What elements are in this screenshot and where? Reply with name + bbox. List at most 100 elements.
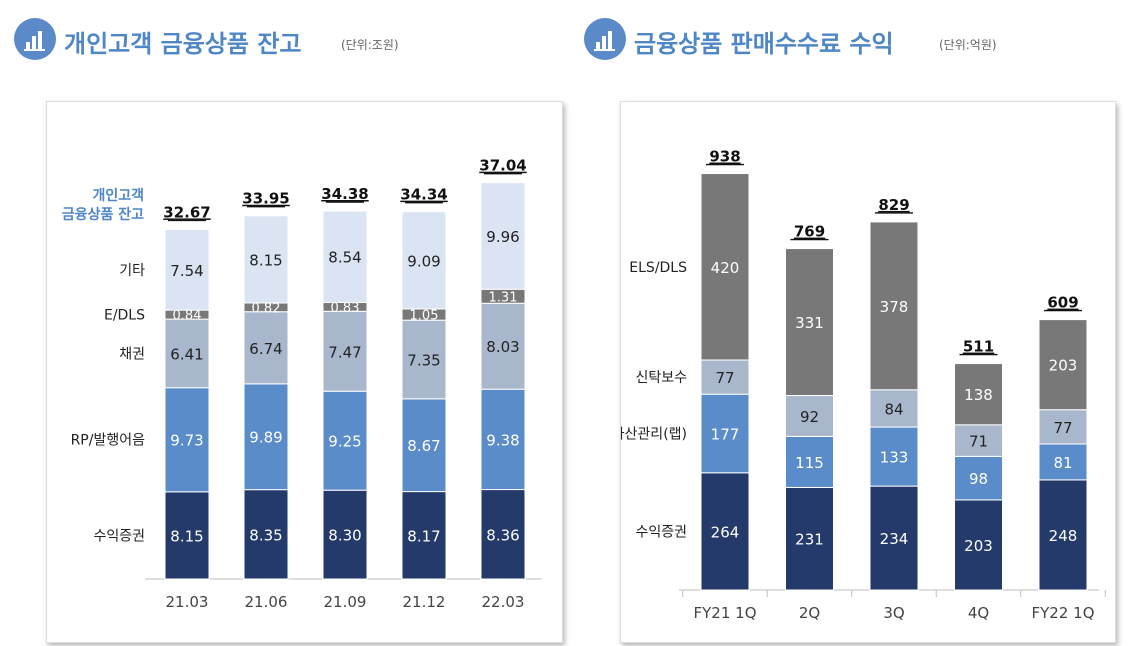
right-data-label: 231 (795, 531, 824, 549)
right-series-label: 수익증권 (635, 524, 687, 540)
left-series-label: 채권 (119, 346, 145, 362)
right-bar-segment (954, 363, 1003, 426)
right-data-label: 115 (795, 454, 824, 472)
left-data-label: 8.15 (249, 251, 282, 269)
right-bar-segment (869, 485, 919, 591)
right-data-label: 264 (711, 523, 740, 541)
right-data-label: 248 (1049, 527, 1078, 545)
right-bar-segment (954, 424, 1003, 457)
right-total-label: 829 (878, 196, 909, 214)
right-data-label: 77 (715, 369, 734, 387)
right-total-label: 511 (963, 338, 994, 356)
left-total-label: 37.04 (479, 157, 526, 175)
right-chart-panel: FY21 1Q 2Q 3Q 4Q FY22 1Q 264 231 234 203 248 수익증권 1… (612, 101, 1116, 643)
left-data-label: 8.03 (486, 338, 519, 356)
right-data-label: 203 (964, 537, 993, 555)
right-data-label: 420 (711, 259, 740, 277)
left-data-label: 0.83 (331, 301, 360, 316)
right-data-label: 331 (795, 314, 824, 332)
right-data-label: 81 (1053, 454, 1072, 472)
left-data-label: 9.73 (170, 432, 203, 450)
right-data-label: 234 (880, 530, 909, 548)
right-x-tick-label: 3Q (883, 604, 904, 622)
right-bar-segment (1038, 319, 1088, 411)
fee-revenue-stacked-bar-chart: FY21 1Q 2Q 3Q 4Q FY22 1Q 264 231 234 203 248 수익증권 1… (612, 148, 1106, 622)
left-data-label: 7.47 (328, 343, 361, 361)
right-data-label: 84 (884, 400, 903, 418)
left-x-tick-label: 22.03 (482, 593, 525, 611)
right-bar-segment (700, 393, 750, 474)
right-bar-segment (785, 486, 834, 591)
left-data-label: 6.74 (249, 340, 282, 358)
left-chart-unit: (단위:조원) (341, 38, 399, 52)
right-data-label: 98 (969, 470, 988, 488)
left-bar-segment (164, 491, 210, 580)
left-total-legend-label: 개인고객 (92, 187, 144, 204)
right-data-label: 92 (800, 408, 819, 426)
right-data-label: 77 (1053, 419, 1072, 437)
left-total-label: 33.95 (242, 190, 289, 208)
left-bar-segment (322, 210, 368, 303)
left-bar-segment (243, 383, 289, 491)
left-chart-title: 개인고객 금융상품 잔고 (64, 30, 302, 58)
left-bar-segment (480, 302, 526, 390)
left-bar-segment (401, 319, 447, 400)
left-bar-segment (164, 318, 210, 389)
bar-chart-icon (14, 18, 56, 60)
left-total-label: 32.67 (163, 203, 210, 221)
left-data-label: 1.05 (410, 309, 439, 324)
right-bar-segment (1038, 479, 1088, 591)
left-series-label: 기타 (119, 263, 145, 279)
left-total-legend-label: 금융상품 잔고 (62, 206, 144, 223)
left-bar-segment (164, 387, 210, 493)
right-x-tick-label: FY22 1Q (1032, 604, 1095, 622)
left-x-tick-label: 21.09 (324, 593, 367, 611)
right-data-label: 138 (964, 386, 993, 404)
left-series-label: E/DLS (104, 308, 145, 324)
left-total-label: 34.34 (400, 186, 447, 204)
left-total-label: 34.38 (321, 185, 368, 203)
right-chart-title: 금융상품 판매수수료 수익 (634, 30, 894, 58)
right-bar-segment (1038, 409, 1088, 445)
left-bar-segment (243, 215, 289, 304)
right-bar-segment (869, 221, 919, 391)
left-data-label: 6.41 (170, 345, 203, 363)
left-data-label: 0.82 (252, 301, 281, 316)
left-data-label: 7.35 (407, 351, 440, 369)
right-data-label: 133 (880, 449, 909, 467)
left-bar-segment (480, 388, 526, 491)
left-bar-segment (243, 489, 289, 580)
right-x-tick-label: FY21 1Q (694, 604, 757, 622)
left-bar-segment (401, 491, 447, 580)
bar-chart-icon (584, 18, 626, 60)
left-bar-segment (322, 390, 368, 491)
left-data-label: 0.84 (173, 309, 202, 324)
right-data-label: 203 (1049, 357, 1078, 375)
left-bar-segment (322, 310, 368, 392)
left-data-label: 9.96 (486, 228, 519, 246)
left-bar-segment (480, 182, 526, 290)
left-data-label: 8.17 (407, 527, 440, 545)
left-data-label: 1.31 (489, 290, 518, 305)
left-data-label: 8.15 (170, 527, 203, 545)
right-bar-segment (954, 499, 1003, 591)
right-x-tick-label: 4Q (968, 604, 989, 622)
right-x-tick-label: 2Q (799, 604, 820, 622)
left-bar-segment (401, 398, 447, 493)
right-total-label: 769 (794, 223, 825, 241)
right-data-label: 378 (880, 298, 909, 316)
right-bar-segment (700, 173, 750, 361)
left-bar-segment (401, 211, 447, 310)
left-data-label: 9.25 (328, 433, 361, 451)
left-bar-segment (480, 489, 526, 580)
left-bar-segment (164, 228, 210, 311)
left-x-tick-label: 21.03 (166, 593, 209, 611)
left-data-label: 8.67 (407, 437, 440, 455)
left-data-label: 8.35 (249, 526, 282, 544)
left-x-tick-label: 21.06 (245, 593, 288, 611)
right-series-label: 자산관리(랩) (621, 426, 687, 442)
right-bar-segment (1038, 443, 1088, 481)
left-data-label: 9.38 (486, 431, 519, 449)
left-bar-segment (243, 311, 289, 385)
left-data-label: 8.30 (328, 527, 361, 545)
